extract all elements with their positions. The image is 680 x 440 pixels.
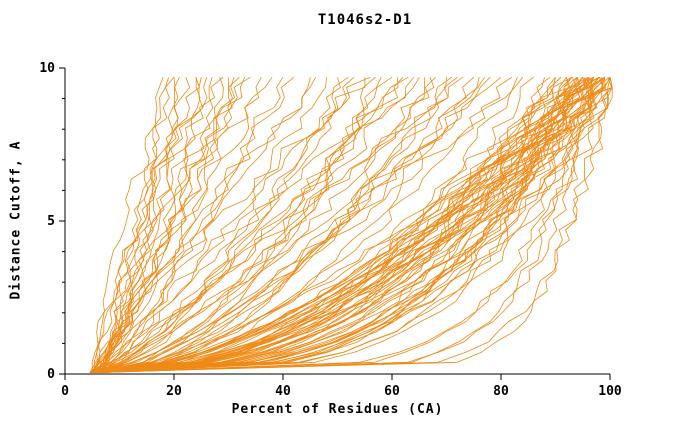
svg-text:60: 60 <box>384 384 400 399</box>
svg-text:10: 10 <box>39 61 55 76</box>
svg-text:80: 80 <box>493 384 509 399</box>
svg-text:100: 100 <box>598 384 622 399</box>
svg-text:20: 20 <box>166 384 182 399</box>
svg-text:0: 0 <box>61 384 69 399</box>
svg-text:5: 5 <box>47 214 55 229</box>
svg-text:0: 0 <box>47 367 55 382</box>
svg-text:40: 40 <box>275 384 291 399</box>
x-axis-label: Percent of Residues (CA) <box>231 402 444 417</box>
chart-title: T1046s2-D1 <box>317 12 413 28</box>
